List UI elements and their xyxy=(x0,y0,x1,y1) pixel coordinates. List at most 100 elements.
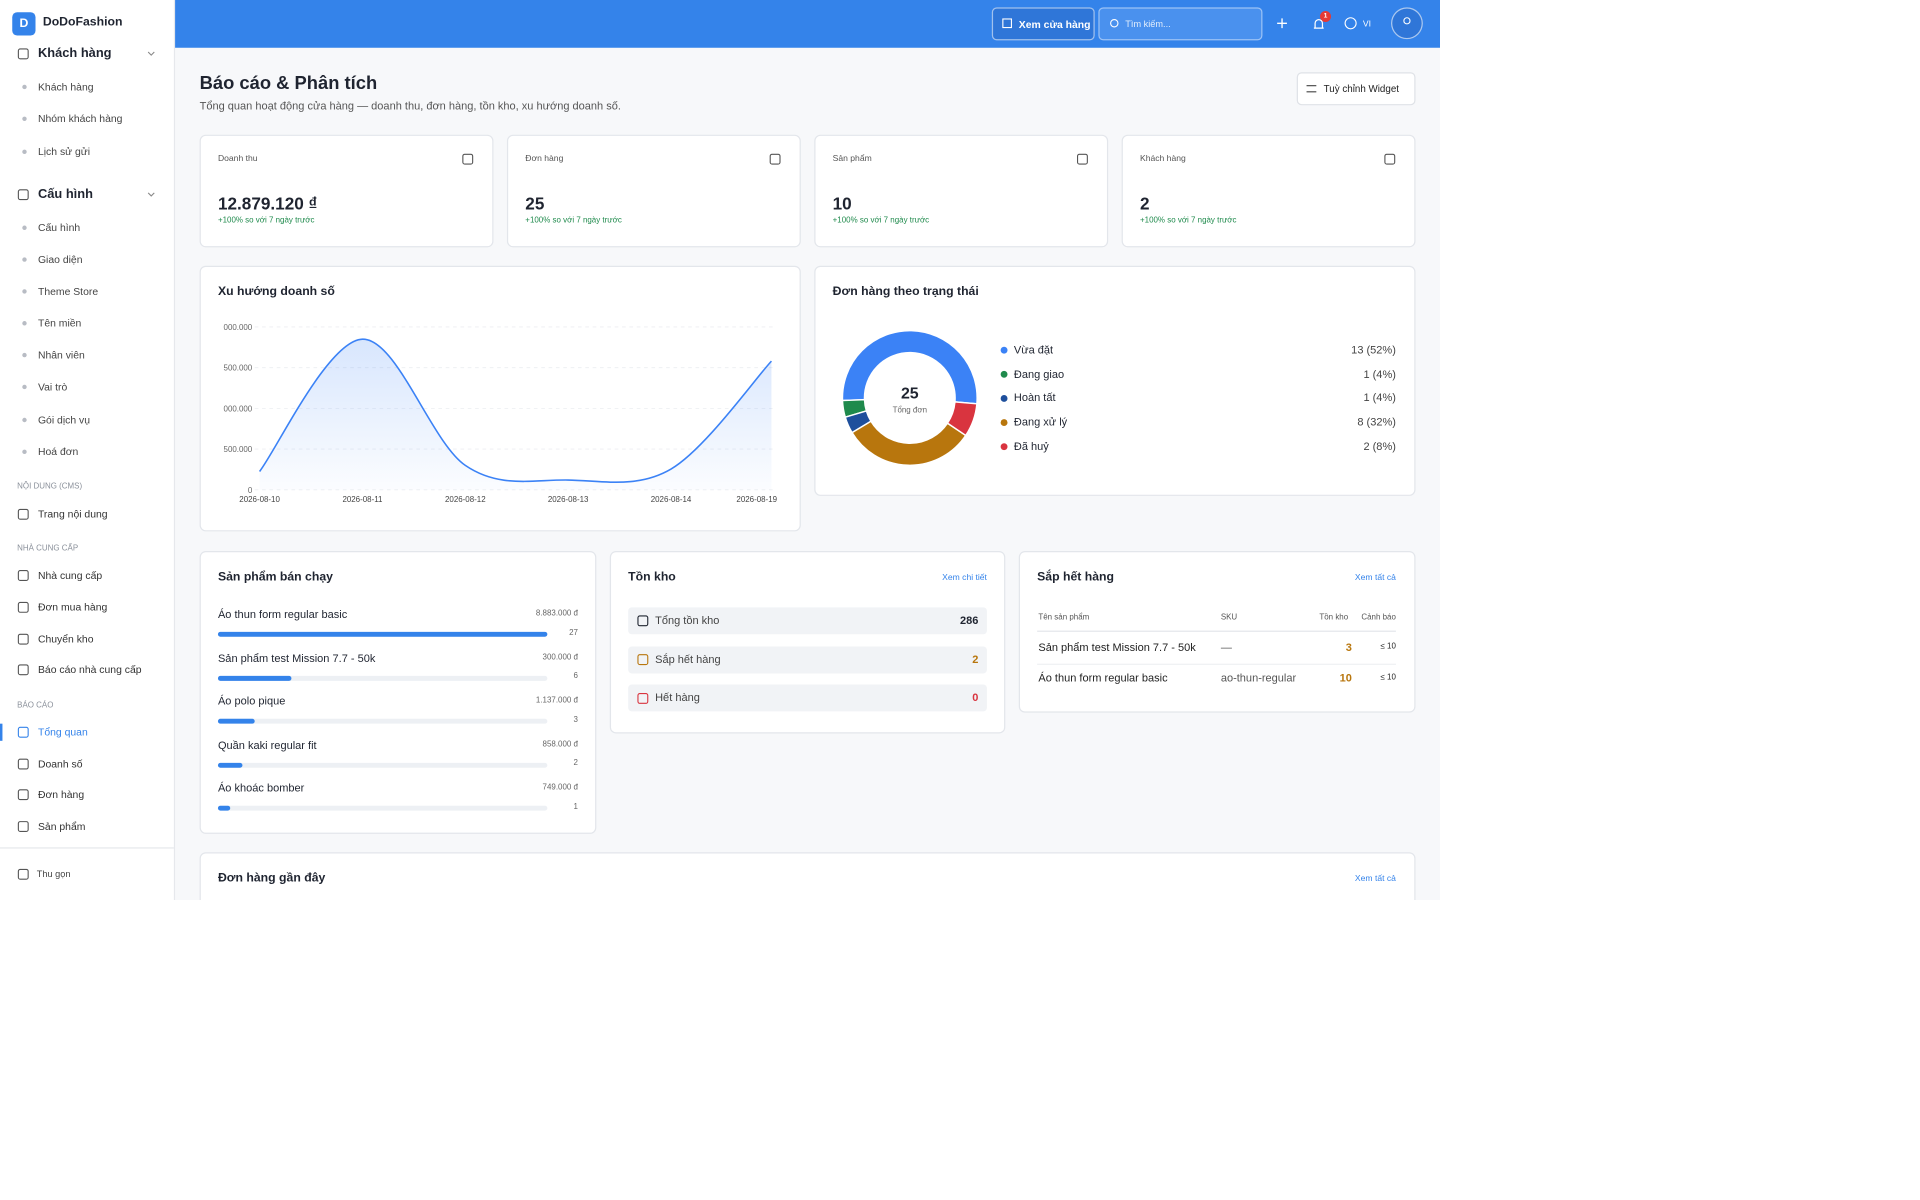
language[interactable]: VI xyxy=(1362,19,1371,29)
nav-item[interactable]: Doanh số xyxy=(37,757,83,770)
product-name: Áo thun form regular basic xyxy=(217,607,348,621)
inventory-icon xyxy=(637,615,649,627)
legend-dot xyxy=(1000,443,1008,451)
graphics: 0 500.000 000.000 500.000 000.000 2026-08-10 2… xyxy=(17,17,1411,880)
legend-label: Vừa đặt xyxy=(1013,343,1054,356)
globe-icon xyxy=(1344,17,1357,30)
y-tick-label: 0 xyxy=(248,486,253,495)
nav-item[interactable]: Đơn mua hàng xyxy=(37,600,108,614)
donut-total-label: Tổng đơn xyxy=(892,406,928,415)
card-link[interactable]: Xem tất cả xyxy=(1354,573,1396,583)
search-box[interactable] xyxy=(1098,7,1263,41)
nav-item[interactable]: Theme Store xyxy=(37,285,99,298)
inventory-row xyxy=(628,646,987,674)
nav-item[interactable]: Nhà cung cấp xyxy=(37,569,103,582)
product-revenue: 749.000 đ xyxy=(542,783,578,792)
nav-item[interactable]: Nhóm khách hàng xyxy=(37,112,123,125)
kpi-icon xyxy=(1077,153,1088,165)
nav-item[interactable]: Hoá đơn xyxy=(37,445,79,458)
table-cell: ≤ 10 xyxy=(1380,673,1396,682)
inventory-value: 0 xyxy=(972,691,979,704)
kpi-card xyxy=(199,134,494,248)
legend-dot xyxy=(1000,370,1008,378)
nav-bullet xyxy=(22,84,27,90)
product-quantity: 3 xyxy=(573,715,578,724)
nav-item[interactable]: Tổng quan xyxy=(37,725,88,739)
nav-item[interactable]: Giao diện xyxy=(37,253,83,266)
nav-item[interactable]: Chuyển kho xyxy=(37,632,94,646)
table-cell: 10 xyxy=(1339,671,1352,684)
nav-group-icon xyxy=(17,189,29,201)
customize-button[interactable] xyxy=(1296,72,1416,106)
card-title: Đơn hàng theo trạng thái xyxy=(832,285,979,299)
card-title: Tồn kho xyxy=(628,570,676,585)
nav-item[interactable]: Khách hàng xyxy=(37,80,94,93)
search-icon xyxy=(1110,19,1119,28)
product-quantity: 27 xyxy=(569,628,578,638)
nav-group[interactable]: Khách hàng xyxy=(37,46,112,61)
legend-label: Đang giao xyxy=(1013,367,1065,380)
inventory-row xyxy=(628,684,987,712)
nav-item[interactable]: Trang nội dung xyxy=(37,507,108,521)
y-tick-label: 000.000 xyxy=(224,323,253,332)
nav-item[interactable]: Lịch sử gửi xyxy=(37,145,91,158)
table-cell: ao-thun-regular xyxy=(1220,671,1297,684)
x-tick-label: 2026-08-13 xyxy=(548,495,589,504)
badge xyxy=(1320,11,1332,23)
nav-bullet xyxy=(22,257,27,262)
nav-group[interactable]: Cấu hình xyxy=(37,187,93,202)
store-button[interactable] xyxy=(991,7,1095,41)
customize-label: Tuỳ chỉnh Widget xyxy=(1323,82,1399,94)
table-cell: ≤ 10 xyxy=(1380,642,1396,652)
lowstock-card xyxy=(1018,551,1416,713)
legend-value: 13 (52%) xyxy=(1351,343,1396,356)
avatar[interactable] xyxy=(1391,7,1423,40)
nav-item[interactable]: Báo cáo nhà cung cấp xyxy=(37,663,142,676)
nav-item[interactable]: Sản phẩm xyxy=(37,820,86,833)
table-cell: Áo thun form regular basic xyxy=(1038,671,1168,684)
kpi-value: 2 xyxy=(1140,193,1150,214)
nav-item[interactable]: Gói dịch vụ xyxy=(37,413,91,426)
collapse-icon xyxy=(17,868,29,880)
product-name: Áo khoác bomber xyxy=(217,781,305,795)
kpi-label: Sản phẩm xyxy=(832,154,872,164)
kpi-delta: +100% so với 7 ngày trước xyxy=(832,216,930,226)
card-link[interactable]: Xem chi tiết xyxy=(942,573,987,583)
y-tick-label: 500.000 xyxy=(224,364,253,373)
nav-icon xyxy=(17,508,29,520)
bar xyxy=(217,631,548,637)
collapse-button[interactable]: Thu gọn xyxy=(36,868,71,880)
card-link[interactable]: Xem tất cả xyxy=(1354,874,1396,884)
nav-item[interactable]: Cấu hình xyxy=(37,221,81,234)
kpi-delta: +100% so với 7 ngày trước xyxy=(217,216,315,226)
nav-item[interactable]: Nhân viên xyxy=(37,348,85,361)
nav-bullet xyxy=(22,289,27,294)
nav-bullet xyxy=(22,384,27,390)
donut-slice xyxy=(851,420,967,467)
nav-icon xyxy=(17,570,29,581)
kpi-value: 10 xyxy=(832,193,852,214)
avatar-icon xyxy=(1403,17,1411,25)
bar-track xyxy=(217,805,548,811)
nav-item[interactable]: Vai trò xyxy=(37,380,68,393)
nav-icon xyxy=(17,601,29,613)
inventory-label: Hết hàng xyxy=(655,691,700,704)
nav-section: BÁO CÁO xyxy=(17,701,54,710)
nav-bullet xyxy=(22,417,27,423)
nav-item[interactable]: Đơn hàng xyxy=(37,788,85,801)
bar-track xyxy=(217,675,548,681)
nav-item[interactable]: Tên miền xyxy=(37,316,82,330)
nav-bullet xyxy=(22,225,27,230)
kpi-value: 25 xyxy=(525,193,545,214)
donut-total: 25 xyxy=(900,383,919,403)
nav-bullet xyxy=(22,352,27,358)
bar-track xyxy=(217,718,548,724)
table-cell: — xyxy=(1220,641,1232,654)
brand-name: DoDoFashion xyxy=(42,15,123,30)
table-header: Cảnh báo xyxy=(1361,613,1396,622)
x-tick-label: 2026-08-10 xyxy=(239,495,280,504)
table-header: Tên sản phẩm xyxy=(1038,613,1090,622)
kpi-card xyxy=(814,134,1109,248)
product-quantity: 6 xyxy=(573,671,578,681)
